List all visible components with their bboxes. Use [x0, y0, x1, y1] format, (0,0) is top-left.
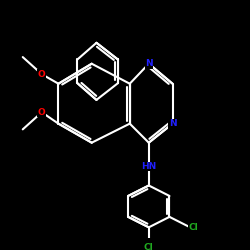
Text: Cl: Cl: [189, 223, 198, 232]
Text: N: N: [169, 119, 176, 128]
Text: N: N: [145, 59, 152, 68]
Text: O: O: [38, 108, 46, 117]
Text: Cl: Cl: [144, 243, 154, 250]
Text: HN: HN: [141, 162, 156, 171]
Text: O: O: [38, 70, 46, 79]
